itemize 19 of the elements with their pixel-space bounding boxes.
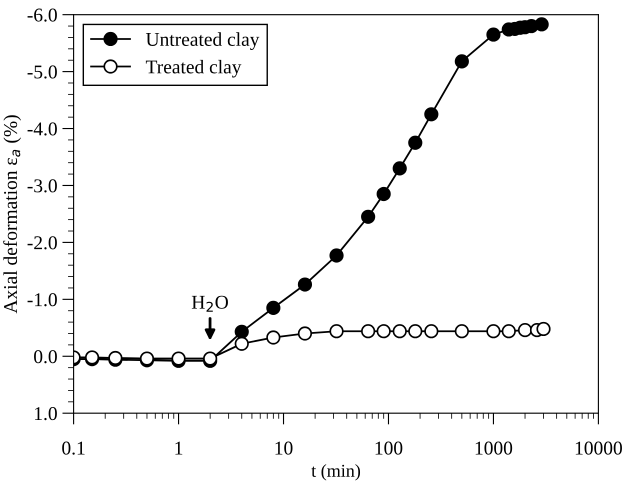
annotation: H$_{2}$O	[192, 296, 228, 312]
x-tick-label: 1000	[476, 442, 512, 455]
x-tick-label: 1	[175, 442, 182, 454]
x-tick-label: 100	[376, 442, 402, 455]
y-tick-label: -2.0	[28, 236, 57, 250]
y-tick-label: 0.0	[34, 350, 57, 364]
x-axis-title: t (min)	[311, 464, 360, 481]
y-tick-label: -6.0	[28, 8, 57, 22]
legend-label: Untreated clay	[146, 32, 260, 50]
legend-label: Treated clay	[146, 60, 242, 78]
y-tick-label: 1.0	[35, 407, 57, 420]
x-tick-label: 0.1	[62, 442, 85, 455]
y-tick-label: -4.0	[28, 122, 57, 136]
y-tick-label: -1.0	[28, 293, 57, 306]
x-tick-label: 10	[276, 442, 292, 455]
y-tick-label: -5.0	[28, 65, 57, 79]
y-axis-title: Axial deformation ε$_{a}$ (%)	[3, 115, 22, 314]
y-tick-label: -3.0	[28, 179, 57, 192]
x-tick-label: 10000	[576, 442, 622, 455]
